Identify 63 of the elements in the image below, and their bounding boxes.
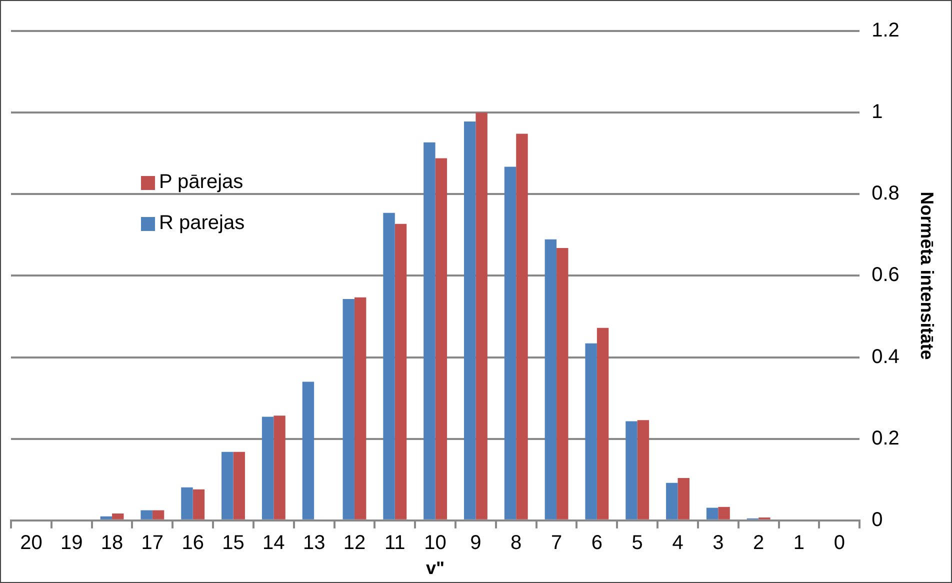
bar — [718, 506, 730, 520]
bar — [516, 134, 528, 520]
bar — [585, 343, 597, 520]
x-tick-label: 12 — [343, 532, 366, 554]
x-tick-label: 19 — [60, 532, 83, 554]
y-tick-label: 0.8 — [872, 182, 900, 205]
bar — [274, 416, 286, 520]
x-axis-title: v" — [426, 558, 445, 578]
bar — [637, 420, 650, 520]
x-tick-label: 13 — [302, 532, 326, 554]
x-tick-label: 2 — [753, 532, 764, 554]
bar — [100, 516, 112, 520]
bar — [302, 382, 314, 520]
bar — [424, 142, 436, 520]
x-tick-label: 17 — [141, 532, 164, 554]
y-tick-label: 1 — [872, 101, 883, 124]
bar — [544, 239, 557, 520]
bar — [666, 482, 678, 520]
y-tick-label: 0.4 — [872, 346, 900, 368]
bar — [140, 510, 152, 520]
y-tick-label: 0.6 — [872, 264, 900, 286]
x-tick-label: 8 — [510, 532, 522, 554]
x-tick-label: 0 — [834, 532, 845, 554]
bar — [706, 508, 718, 520]
bar — [464, 122, 476, 520]
x-tick-label: 3 — [712, 532, 724, 554]
x-tick-label: 5 — [632, 532, 643, 554]
x-tick-label: 20 — [20, 532, 42, 554]
legend-label: P pārejas — [159, 171, 244, 194]
bar — [181, 487, 193, 520]
x-tick-label: 9 — [470, 532, 482, 554]
x-tick-label: 11 — [384, 532, 406, 554]
bar — [222, 452, 234, 520]
bar — [596, 328, 609, 520]
bar — [556, 248, 568, 520]
x-tick-label: 7 — [550, 532, 562, 554]
x-tick-label: 18 — [100, 532, 124, 554]
y-tick-label: 1.2 — [872, 20, 900, 42]
bar — [233, 452, 245, 520]
bar — [192, 489, 205, 520]
bar — [476, 112, 488, 520]
bar — [342, 298, 354, 520]
bar — [383, 212, 395, 520]
bar — [626, 421, 638, 520]
bar — [504, 166, 516, 520]
legend-label: R parejas — [159, 212, 245, 235]
bar — [394, 224, 407, 520]
x-tick-label: 10 — [424, 532, 446, 554]
x-tick-label: 16 — [182, 532, 204, 554]
x-tick-label: 15 — [222, 532, 244, 554]
x-tick-label: 6 — [591, 532, 602, 554]
bar — [354, 297, 366, 520]
bar — [152, 510, 164, 520]
y-axis-title: Normēta intensitāte — [917, 192, 938, 360]
x-tick-label: 14 — [262, 532, 285, 554]
y-tick-label: 0 — [872, 508, 883, 531]
x-tick-label: 1 — [793, 532, 805, 554]
bar — [435, 158, 448, 520]
bar — [262, 416, 274, 520]
bar — [112, 513, 124, 520]
y-tick-label: 0.2 — [872, 427, 900, 450]
x-tick-label: 4 — [672, 532, 684, 554]
bar — [678, 478, 690, 520]
